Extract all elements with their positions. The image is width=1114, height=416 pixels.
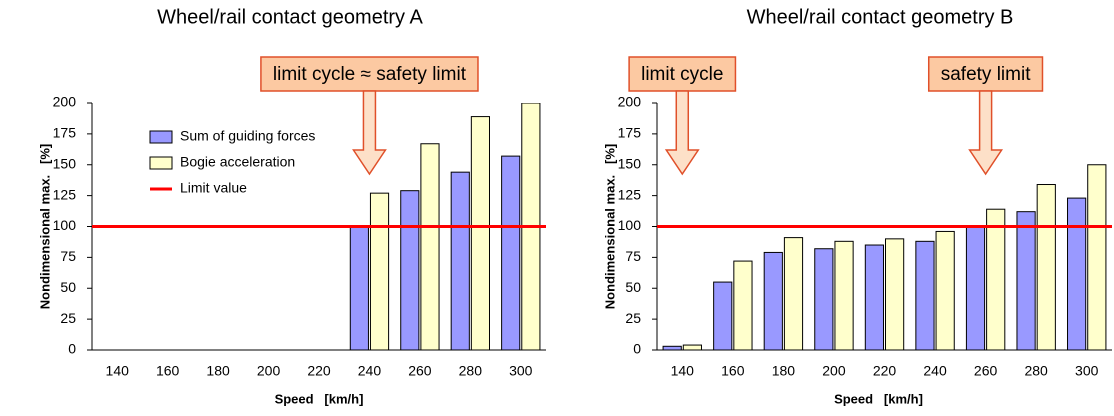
plot <box>349 103 541 350</box>
bar <box>501 155 521 350</box>
bar <box>1067 197 1087 350</box>
x-tick-label: 160 <box>156 363 180 379</box>
annotation-text: safety limit <box>941 64 1031 85</box>
y-tick-label: 125 <box>53 186 77 202</box>
annotation-text: limit cycle ≈ safety limit <box>273 64 467 85</box>
y-tick-label: 100 <box>53 217 77 233</box>
y-axis-label: Nondimensional max. [%] <box>37 144 52 309</box>
bar <box>450 171 470 350</box>
annotation-text: limit cycle <box>641 64 723 85</box>
chart-title: Wheel/rail contact geometry B <box>747 6 1014 28</box>
legend-swatch <box>149 156 173 170</box>
y-tick-label: 75 <box>60 248 76 264</box>
y-tick-label: 25 <box>60 310 76 326</box>
bar <box>470 116 490 350</box>
x-tick-label: 200 <box>822 363 846 379</box>
x-tick-label: 140 <box>106 363 130 379</box>
y-tick-label: 200 <box>618 94 642 110</box>
x-tick-label: 220 <box>307 363 331 379</box>
annotation-box <box>927 56 1044 92</box>
x-tick-label: 220 <box>873 363 897 379</box>
x-tick-label: 260 <box>974 363 998 379</box>
y-tick-label: 25 <box>625 310 641 326</box>
x-tick-label: 240 <box>358 363 382 379</box>
bar <box>349 226 369 350</box>
x-tick-label: 300 <box>1075 363 1099 379</box>
x-tick-label: 280 <box>459 363 483 379</box>
bar <box>763 251 783 350</box>
x-tick-label: 180 <box>772 363 796 379</box>
x-tick-label: 260 <box>408 363 432 379</box>
x-axis-label: Speed [km/h] <box>834 391 923 406</box>
x-tick-label: 160 <box>721 363 745 379</box>
bar <box>682 344 702 350</box>
bar <box>733 260 753 350</box>
x-tick-label: 180 <box>206 363 230 379</box>
x-tick-label: 140 <box>671 363 695 379</box>
bar <box>1087 164 1107 350</box>
y-tick-label: 0 <box>68 341 76 357</box>
bar <box>783 237 804 350</box>
bar <box>400 190 420 350</box>
bar <box>814 248 834 350</box>
bar <box>885 238 905 350</box>
y-tick-label: 125 <box>618 186 642 202</box>
y-tick-label: 75 <box>625 248 641 264</box>
bar <box>1036 184 1056 350</box>
y-tick-label: 150 <box>53 155 77 171</box>
bar <box>834 240 854 350</box>
x-tick-label: 240 <box>923 363 947 379</box>
annotation-arrow <box>352 90 387 176</box>
legend-label: Limit value <box>180 180 247 196</box>
y-axis-label: Nondimensional max. [%] <box>602 144 617 309</box>
legend-label: Sum of guiding forces <box>180 128 315 144</box>
legend-swatch <box>149 130 173 144</box>
annotation-arrow <box>664 90 700 176</box>
bar <box>420 143 440 350</box>
bar <box>662 345 682 350</box>
bar <box>915 240 935 350</box>
y-tick-label: 200 <box>53 94 77 110</box>
legend-label: Bogie acceleration <box>180 154 295 170</box>
bar <box>713 281 733 350</box>
annotation-arrow <box>968 90 1004 176</box>
bar <box>986 208 1006 350</box>
annotation-box <box>260 56 479 92</box>
annotation-box <box>628 56 737 92</box>
y-tick-label: 175 <box>53 125 77 141</box>
y-tick-label: 150 <box>618 155 642 171</box>
y-tick-label: 100 <box>618 217 642 233</box>
x-tick-label: 280 <box>1024 363 1048 379</box>
x-tick-label: 300 <box>509 363 533 379</box>
plot <box>662 164 1107 350</box>
bar <box>369 192 390 350</box>
y-tick-label: 0 <box>633 341 641 357</box>
y-tick-label: 50 <box>625 279 641 295</box>
bar <box>965 226 986 350</box>
x-axis-label: Speed [km/h] <box>275 391 364 406</box>
y-tick-label: 175 <box>618 125 642 141</box>
bar <box>935 230 955 350</box>
bar <box>1016 211 1036 350</box>
y-tick-label: 50 <box>60 279 76 295</box>
x-tick-label: 200 <box>257 363 281 379</box>
chart-title: Wheel/rail contact geometry A <box>157 6 423 28</box>
bar <box>864 244 884 350</box>
